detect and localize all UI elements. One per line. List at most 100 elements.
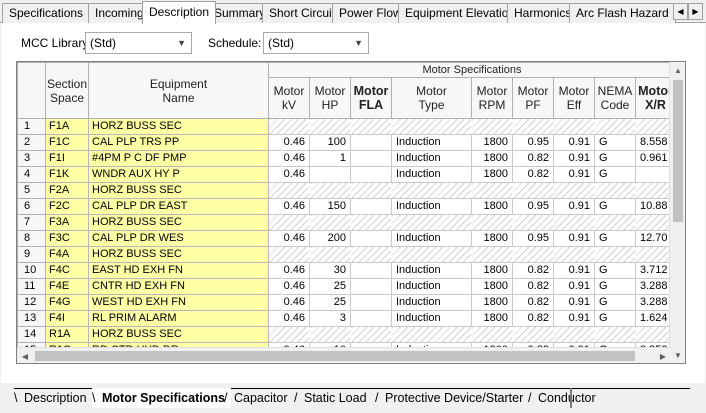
equipment-name-cell[interactable]: HORZ BUSS SEC [88, 182, 269, 199]
tab-incoming[interactable]: Incoming [88, 3, 151, 23]
motor-kv-cell[interactable] [268, 182, 310, 199]
horizontal-scroll-thumb[interactable] [35, 351, 635, 361]
scroll-up-icon[interactable]: ▲ [674, 65, 682, 75]
motor-kv-cell[interactable]: 0.46 [268, 198, 310, 215]
equipment-name-cell[interactable]: WNDR AUX HY P [88, 166, 269, 183]
motor-kv-cell[interactable]: 0.46 [268, 310, 310, 327]
motor-eff-cell[interactable]: 0.91 [553, 278, 595, 295]
motor-rpm-cell[interactable] [471, 118, 513, 135]
tab-description[interactable]: Description [142, 1, 217, 24]
section-space-header[interactable]: Section Space [45, 62, 89, 119]
motor-rpm-cell[interactable]: 1800 [471, 278, 513, 295]
equipment-name-cell[interactable]: #4PM P C DF PMP [88, 150, 269, 167]
scroll-down-icon[interactable]: ▼ [674, 350, 682, 360]
motor-rpm-cell[interactable]: 1800 [471, 294, 513, 311]
motor-hp-cell[interactable]: 3 [309, 310, 351, 327]
motor-hp-cell[interactable]: 200 [309, 230, 351, 247]
motor-kv-cell[interactable] [268, 246, 310, 263]
motor-type-cell[interactable]: Induction [391, 294, 472, 311]
motor-kv-cell[interactable] [268, 118, 310, 135]
mcc-library-dropdown[interactable]: (Std) ▼ [85, 32, 192, 54]
motor-kv-cell[interactable]: 0.46 [268, 262, 310, 279]
table-row[interactable]: 9 F4A HORZ BUSS SEC [17, 246, 676, 263]
section-space-cell[interactable]: F3C [45, 230, 89, 247]
section-space-cell[interactable]: F4C [45, 262, 89, 279]
section-space-cell[interactable]: F4A [45, 246, 89, 263]
tab-equipment-elevation[interactable]: Equipment Elevation [398, 3, 523, 23]
equipment-name-cell[interactable]: HORZ BUSS SEC [88, 246, 269, 263]
section-space-cell[interactable]: F4G [45, 294, 89, 311]
motor-fla-cell[interactable] [350, 214, 392, 231]
motor-rpm-cell[interactable]: 1800 [471, 262, 513, 279]
motor-eff-cell[interactable] [553, 182, 595, 199]
section-space-cell[interactable]: F2A [45, 182, 89, 199]
scroll-right-icon[interactable]: ▶ [659, 351, 667, 361]
motor-rpm-header[interactable]: Motor RPM [471, 77, 513, 119]
motor-hp-cell[interactable] [309, 166, 351, 183]
motor-rpm-cell[interactable] [471, 326, 513, 343]
vertical-scroll-thumb[interactable] [673, 80, 683, 222]
nema-code-cell[interactable] [594, 326, 636, 343]
motor-kv-header[interactable]: Motor kV [268, 77, 310, 119]
tab-arc-flash-hazard[interactable]: Arc Flash Hazard [569, 3, 676, 23]
section-space-cell[interactable]: F1C [45, 134, 89, 151]
bottom-tab-motor-specifications[interactable]: \ Motor Specifications [92, 388, 231, 408]
motor-xr-cell[interactable]: 3.288 [635, 278, 676, 295]
motor-hp-cell[interactable] [309, 246, 351, 263]
motor-fla-cell[interactable] [350, 262, 392, 279]
section-space-cell[interactable]: F1K [45, 166, 89, 183]
triangle-left-icon[interactable]: ◀ [673, 3, 688, 20]
motor-type-header[interactable]: Motor Type [391, 77, 472, 119]
motor-eff-cell[interactable] [553, 214, 595, 231]
motor-pf-cell[interactable]: 0.95 [512, 230, 554, 247]
equipment-name-cell[interactable]: CAL PLP DR WES [88, 230, 269, 247]
equipment-name-cell[interactable]: RL PRIM ALARM [88, 310, 269, 327]
nema-code-cell[interactable]: G [594, 310, 636, 327]
motor-hp-cell[interactable] [309, 214, 351, 231]
motor-fla-cell[interactable] [350, 166, 392, 183]
motor-fla-cell[interactable] [350, 246, 392, 263]
nema-code-cell[interactable] [594, 246, 636, 263]
motor-pf-cell[interactable] [512, 326, 554, 343]
section-space-cell[interactable]: F1I [45, 150, 89, 167]
motor-fla-cell[interactable] [350, 278, 392, 295]
motor-pf-cell[interactable] [512, 214, 554, 231]
table-row[interactable]: 10 F4C EAST HD EXH FN 0.46 30 Induction 1800 0.… [17, 262, 676, 279]
motor-hp-header[interactable]: Motor HP [309, 77, 351, 119]
motor-hp-cell[interactable]: 25 [309, 278, 351, 295]
motor-type-cell[interactable] [391, 326, 472, 343]
motor-pf-cell[interactable]: 0.95 [512, 134, 554, 151]
motor-type-cell[interactable]: Induction [391, 166, 472, 183]
nema-code-header[interactable]: NEMA Code [594, 77, 636, 119]
motor-pf-cell[interactable] [512, 182, 554, 199]
motor-rpm-cell[interactable] [471, 246, 513, 263]
motor-fla-cell[interactable] [350, 310, 392, 327]
horizontal-scrollbar[interactable]: ◀ ▶ [17, 347, 671, 363]
nema-code-cell[interactable]: G [594, 150, 636, 167]
motor-eff-cell[interactable]: 0.91 [553, 150, 595, 167]
motor-kv-cell[interactable]: 0.46 [268, 150, 310, 167]
nema-code-cell[interactable] [594, 118, 636, 135]
equipment-name-cell[interactable]: HORZ BUSS SEC [88, 326, 269, 343]
motor-eff-cell[interactable] [553, 326, 595, 343]
motor-type-cell[interactable] [391, 214, 472, 231]
motor-fla-cell[interactable] [350, 198, 392, 215]
motor-fla-cell[interactable] [350, 182, 392, 199]
motor-eff-cell[interactable]: 0.91 [553, 310, 595, 327]
motor-pf-cell[interactable] [512, 246, 554, 263]
motor-fla-cell[interactable] [350, 118, 392, 135]
motor-hp-cell[interactable]: 150 [309, 198, 351, 215]
motor-eff-cell[interactable]: 0.91 [553, 262, 595, 279]
motor-eff-header[interactable]: Motor Eff [553, 77, 595, 119]
table-row[interactable]: 3 F1I #4PM P C DF PMP 0.46 1 Induction 1800 0.8… [17, 150, 676, 167]
motor-type-cell[interactable] [391, 118, 472, 135]
motor-xr-cell[interactable] [635, 326, 676, 343]
equipment-name-cell[interactable]: HORZ BUSS SEC [88, 214, 269, 231]
section-space-cell[interactable]: F4I [45, 310, 89, 327]
motor-rpm-cell[interactable]: 1800 [471, 166, 513, 183]
nema-code-cell[interactable] [594, 214, 636, 231]
equipment-name-cell[interactable]: CNTR HD EXH FN [88, 278, 269, 295]
triangle-right-icon[interactable]: ▶ [688, 3, 703, 20]
motor-fla-header[interactable]: Motor FLA [350, 77, 392, 119]
motor-eff-cell[interactable] [553, 246, 595, 263]
